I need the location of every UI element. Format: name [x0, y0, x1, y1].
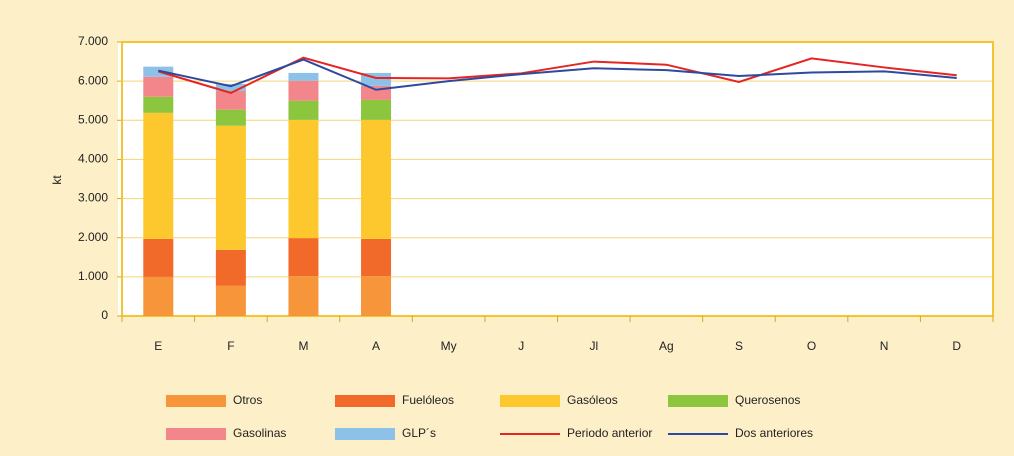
legend-swatch	[335, 428, 395, 440]
legend-label: Otros	[233, 393, 262, 407]
bar-segment	[361, 99, 392, 120]
x-tick-label: Jl	[589, 339, 598, 353]
legend-label: Dos anteriores	[735, 426, 813, 440]
bar-segment	[288, 238, 319, 277]
bar-segment	[143, 96, 174, 113]
x-tick-label: Ag	[659, 339, 674, 353]
y-tick-label: 4.000	[78, 152, 108, 166]
bar-segment	[361, 238, 392, 277]
y-tick-label: 0	[101, 308, 108, 322]
bar-segment	[361, 119, 392, 239]
x-tick-label: My	[441, 339, 457, 353]
x-tick-label: A	[372, 339, 380, 353]
y-tick-label: 6.000	[78, 73, 108, 87]
legend-label: Fuelóleos	[402, 393, 454, 407]
plot-area	[118, 42, 993, 316]
legend-label: GLP´s	[402, 426, 436, 440]
y-tick-label: 7.000	[78, 34, 108, 48]
bar-segment	[215, 90, 246, 110]
x-tick-label: D	[952, 339, 961, 353]
bar-segment	[143, 238, 174, 277]
legend-swatch	[166, 428, 226, 440]
bar-segment	[143, 276, 174, 316]
legend-label: Gasolinas	[233, 426, 286, 440]
line-series	[158, 58, 957, 91]
bar-segment	[361, 276, 392, 316]
legend-swatch	[668, 395, 728, 407]
bar-segment	[215, 83, 246, 91]
x-tick-label: S	[735, 339, 743, 353]
bar-segment	[143, 112, 174, 239]
bar-segment	[215, 285, 246, 316]
y-axis-label: kt	[50, 175, 64, 185]
y-tick-label: 5.000	[78, 112, 108, 126]
legend-swatch	[500, 395, 560, 407]
x-tick-label: O	[807, 339, 816, 353]
bar-segment	[215, 109, 246, 126]
legend-label: Gasóleos	[567, 393, 618, 407]
legend-label: Periodo anterior	[567, 426, 652, 440]
x-tick-label: N	[880, 339, 889, 353]
bar-segment	[143, 76, 174, 97]
bar-segment	[215, 125, 246, 250]
bar-segment	[288, 80, 319, 101]
y-tick-label: 3.000	[78, 191, 108, 205]
x-tick-label: M	[298, 339, 308, 353]
x-tick-label: J	[518, 339, 524, 353]
bar-segment	[288, 100, 319, 120]
legend-swatch	[166, 395, 226, 407]
bar-segment	[288, 276, 319, 316]
x-tick-label: E	[154, 339, 162, 353]
legend-label: Querosenos	[735, 393, 800, 407]
x-tick-label: F	[227, 339, 234, 353]
bar-segment	[288, 72, 319, 81]
bar-segment	[215, 249, 246, 286]
y-tick-label: 1.000	[78, 269, 108, 283]
y-tick-label: 2.000	[78, 230, 108, 244]
legend-swatch	[335, 395, 395, 407]
bar-segment	[288, 119, 319, 239]
